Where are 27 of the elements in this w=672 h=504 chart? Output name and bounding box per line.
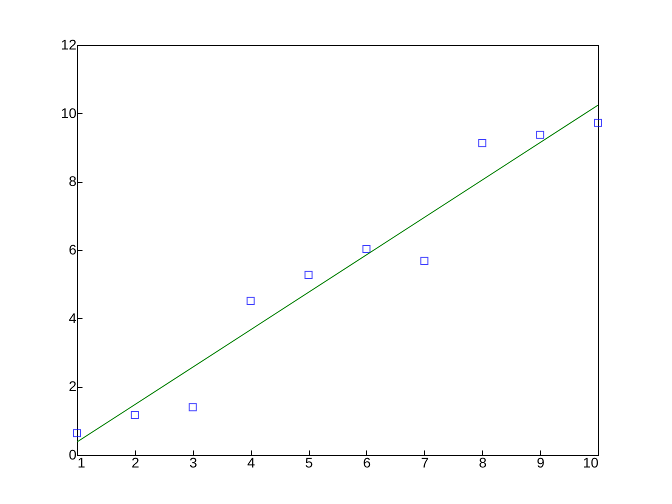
y-tick-label: 6 bbox=[68, 242, 77, 258]
y-tick-label: 10 bbox=[60, 104, 77, 121]
y-tick-label: 8 bbox=[68, 173, 77, 190]
x-tick-label: 9 bbox=[536, 454, 545, 470]
point bbox=[304, 270, 313, 279]
x-tick-label: 7 bbox=[420, 454, 429, 470]
point bbox=[594, 118, 602, 127]
point bbox=[478, 139, 486, 148]
point bbox=[130, 410, 139, 420]
x-tick-label: 8 bbox=[478, 454, 487, 470]
x-tick-label: 3 bbox=[189, 454, 198, 470]
x-tick-label: 1 bbox=[78, 454, 86, 470]
y-tick-label: 2 bbox=[68, 378, 77, 394]
x-tick-label: 10 bbox=[582, 454, 599, 470]
x-tick-label: 4 bbox=[247, 454, 256, 470]
y-tick-label: 4 bbox=[68, 310, 77, 326]
point bbox=[536, 130, 544, 139]
x-tick-label: 6 bbox=[363, 454, 372, 470]
point bbox=[246, 296, 255, 305]
y-tick-label: 12 bbox=[60, 36, 77, 52]
point bbox=[188, 403, 197, 412]
point bbox=[362, 244, 370, 254]
point bbox=[72, 429, 82, 438]
y-tick-label: 0 bbox=[68, 446, 77, 462]
x-tick-label: 2 bbox=[131, 454, 140, 470]
x-tick-label: 5 bbox=[305, 454, 314, 470]
point bbox=[420, 256, 428, 265]
